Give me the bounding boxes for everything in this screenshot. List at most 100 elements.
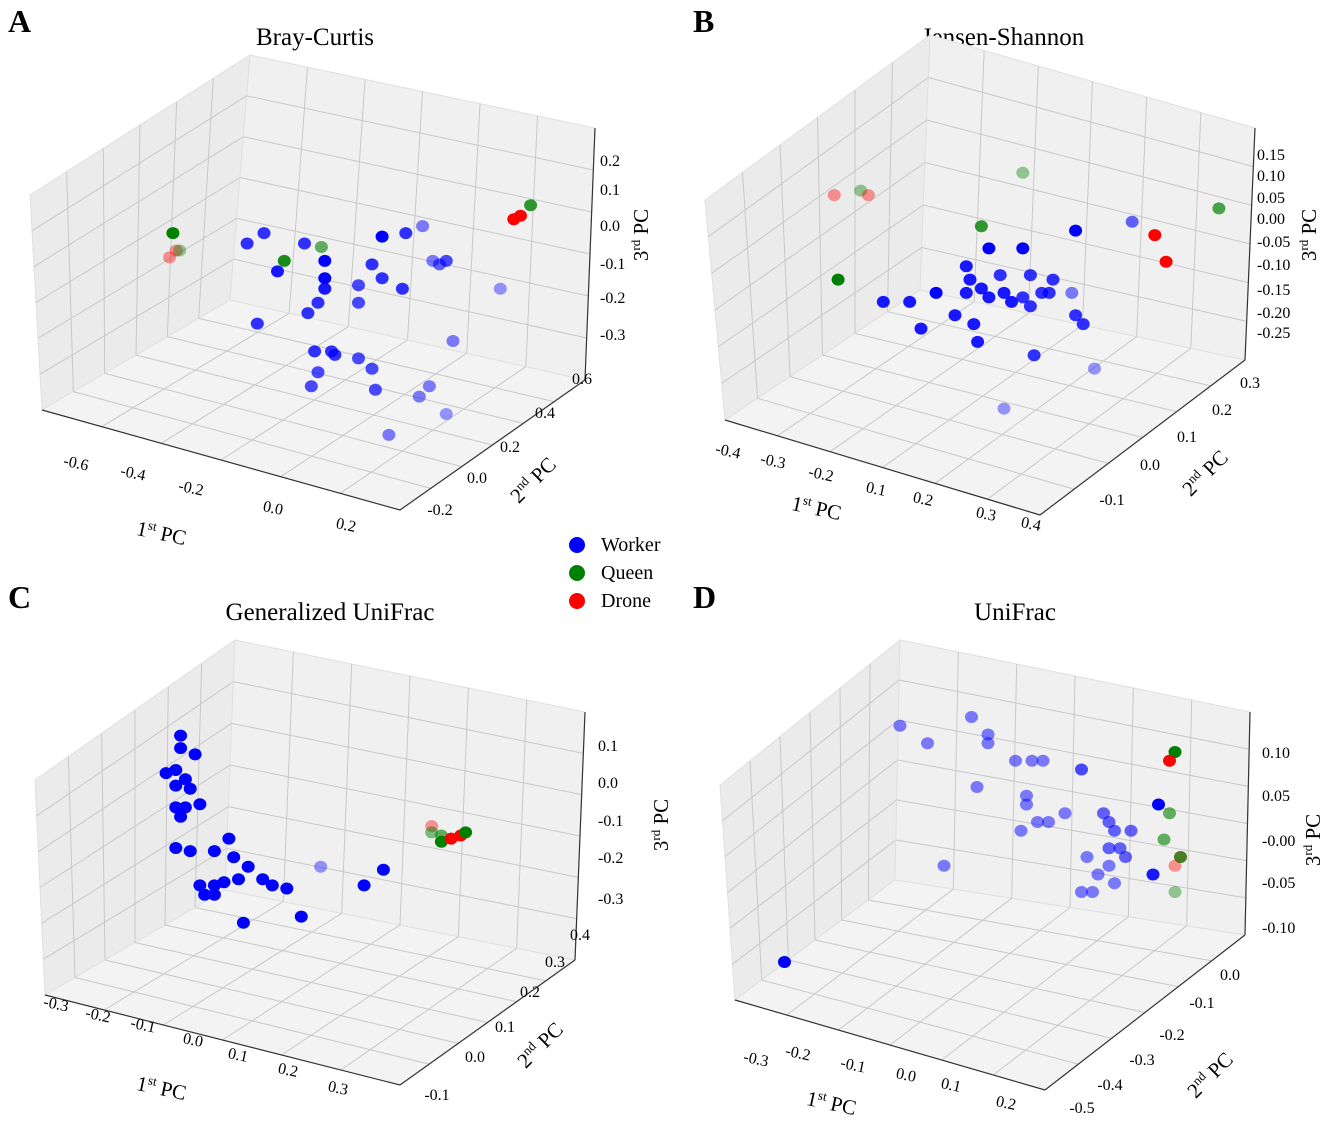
panel-b: B Jensen-Shannon-0.4 -0.3-0.20.1 0.20.3 0.4-… [693,3,1321,535]
y-tick-label: -0.1 [1189,995,1214,1012]
data-point-worker [1042,816,1055,828]
legend-item-worker: Worker [569,534,661,556]
y-tick-label: 0.0 [1220,967,1240,984]
z-tick-label: 0.05 [1257,190,1285,207]
data-point-worker [207,845,221,858]
y-tick-label: 0.4 [570,927,590,944]
data-point-worker [1005,295,1018,308]
z-axis-line [1244,711,1251,936]
z-tick-label: -0.1 [598,813,623,830]
data-point-drone [507,213,521,226]
data-point-worker [965,711,978,723]
data-point-worker [1020,798,1033,811]
z-tick-label: -0.10 [1257,257,1290,274]
y-tick-label: 0.2 [500,439,520,456]
x-axis-line [41,409,401,511]
data-point-worker [1075,886,1088,898]
y-axis-line [1039,359,1246,516]
z-tick-label: 0.10 [1257,168,1285,185]
data-point-worker [948,309,962,322]
data-point-queen [314,241,328,253]
data-point-drone [1159,255,1173,268]
data-point-worker [412,390,426,403]
data-point-worker [357,879,371,892]
y-tick-label: 0.4 [535,405,555,422]
data-point-worker [301,307,315,320]
data-point-worker [1102,816,1116,828]
data-point-queen [277,254,291,267]
z-tick-label: -0.3 [600,327,625,344]
z-axis-label: 3rd PC [1296,209,1321,261]
data-point-worker [1065,286,1079,299]
x-tick-label: -0.2 [784,1043,812,1065]
data-point-worker [352,296,365,309]
y-tick-label: -0.1 [1099,492,1124,509]
data-point-worker [250,317,264,330]
data-point-worker [1076,318,1090,331]
x-axis-label: 1st PC [789,490,843,525]
gridline [39,258,234,375]
data-point-worker [183,845,197,858]
x-axis-label: 1st PC [134,1070,188,1105]
gridline [340,947,517,1071]
data-point-worker [1058,807,1072,820]
data-point-worker [1025,754,1039,767]
x-tick-label: -0.1 [839,1055,867,1077]
data-point-worker [1108,824,1121,837]
z-axis-label-text: PC [1297,209,1321,240]
data-point-worker [1069,309,1083,322]
panel-letter: B [693,3,714,39]
z-tick-label: -0.10 [1262,920,1295,937]
panel-letter: A [8,3,31,39]
data-point-worker [169,842,183,854]
data-point-worker [178,773,192,786]
data-point-worker [967,318,981,331]
y-axis-label: 2nd PC [1182,1047,1238,1103]
data-point-worker [311,366,325,379]
z-tick-label: -0.25 [1257,325,1290,342]
z-tick-label: 0.1 [598,738,618,755]
z-tick-label: 0.10 [1262,745,1290,762]
data-point-drone [861,189,875,202]
data-point-worker [1088,362,1101,375]
x-axis-label-number: 1 [789,491,804,517]
data-point-queen [524,199,538,212]
data-point-worker [921,737,934,750]
data-point-worker [178,801,192,814]
data-point-worker [188,748,202,761]
z-axis-label-text: PC [1301,814,1325,845]
z-axis-label-number: 3 [1301,856,1325,867]
z-tick-label: 0.2 [600,153,620,170]
z-axis-label-number: 3 [649,841,673,852]
data-point-worker [959,286,973,299]
x-tick-label: -0.1 [129,1015,157,1037]
x-tick-label: 0.0 [894,1065,917,1086]
data-point-worker [974,282,988,295]
z-tick-label: -0.00 [1262,833,1295,850]
z-tick-label: 0.00 [1257,211,1285,228]
data-point-worker [368,383,382,396]
data-point-worker [193,798,207,811]
z-tick-label: -0.05 [1262,875,1295,892]
x-tick-label: 0.0 [261,498,284,519]
data-point-worker [308,345,322,358]
x-tick-label: 0.1 [864,479,887,500]
data-point-worker [1080,851,1094,863]
data-point-worker [298,237,311,250]
y-tick-label: 0.0 [467,470,487,487]
data-point-drone [1168,859,1182,872]
data-point-worker [903,295,917,308]
data-point-worker [439,254,453,267]
y-tick-label: -0.5 [1069,1100,1094,1117]
data-point-worker [365,362,379,375]
data-point-queen [173,244,187,257]
x-axis-label: 1st PC [134,515,188,550]
z-axis-label-number: 3 [629,251,653,262]
z-tick-label: 0.15 [1257,147,1285,164]
data-point-worker [997,402,1011,415]
data-point-worker [169,801,183,814]
data-point-worker [280,882,294,895]
gridline [895,839,1246,899]
legend-item-drone: Drone [569,590,651,612]
